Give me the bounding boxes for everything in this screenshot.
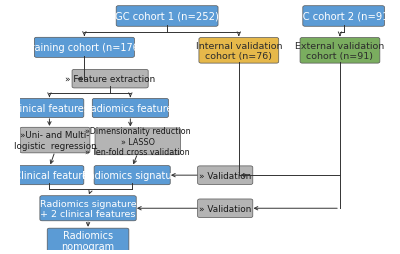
Text: Clinical features: Clinical features bbox=[10, 104, 89, 114]
Text: 2 Clinical features: 2 Clinical features bbox=[5, 170, 94, 180]
FancyBboxPatch shape bbox=[199, 38, 279, 64]
Text: GC cohort 1 (n=252): GC cohort 1 (n=252) bbox=[115, 12, 219, 22]
FancyBboxPatch shape bbox=[94, 166, 170, 185]
Text: Radiomics
nomogram: Radiomics nomogram bbox=[62, 230, 115, 251]
FancyBboxPatch shape bbox=[34, 38, 134, 58]
FancyBboxPatch shape bbox=[92, 99, 168, 118]
Text: »Uni- and Multi-
logistic  regression: »Uni- and Multi- logistic regression bbox=[14, 131, 96, 150]
Text: Radiomics features: Radiomics features bbox=[84, 104, 177, 114]
FancyBboxPatch shape bbox=[198, 199, 253, 218]
Text: External validation
cohort (n=91): External validation cohort (n=91) bbox=[295, 41, 384, 61]
FancyBboxPatch shape bbox=[72, 70, 148, 89]
Text: » Feature extraction: » Feature extraction bbox=[65, 75, 155, 84]
Text: » Validation: » Validation bbox=[199, 171, 252, 180]
FancyBboxPatch shape bbox=[198, 166, 253, 185]
FancyBboxPatch shape bbox=[95, 129, 180, 155]
FancyBboxPatch shape bbox=[15, 99, 84, 118]
Text: » Validation: » Validation bbox=[199, 204, 252, 213]
Text: Radiomics signature
+ 2 clinical features: Radiomics signature + 2 clinical feature… bbox=[40, 199, 136, 218]
FancyBboxPatch shape bbox=[300, 38, 380, 64]
Text: Training cohort (n=176): Training cohort (n=176) bbox=[26, 43, 143, 53]
Text: GC cohort 2 (n=91): GC cohort 2 (n=91) bbox=[295, 12, 392, 22]
FancyBboxPatch shape bbox=[303, 7, 384, 27]
Text: Internal validation
cohort (n=76): Internal validation cohort (n=76) bbox=[196, 41, 282, 61]
FancyBboxPatch shape bbox=[20, 128, 90, 153]
Text: Radiomics signature: Radiomics signature bbox=[82, 170, 182, 180]
FancyBboxPatch shape bbox=[15, 166, 84, 185]
FancyBboxPatch shape bbox=[116, 7, 218, 27]
Text: »Dimensionality reduction
» LASSO
» Ten-fold cross validation: »Dimensionality reduction » LASSO » Ten-… bbox=[85, 127, 190, 157]
FancyBboxPatch shape bbox=[40, 196, 136, 221]
FancyBboxPatch shape bbox=[47, 228, 129, 252]
